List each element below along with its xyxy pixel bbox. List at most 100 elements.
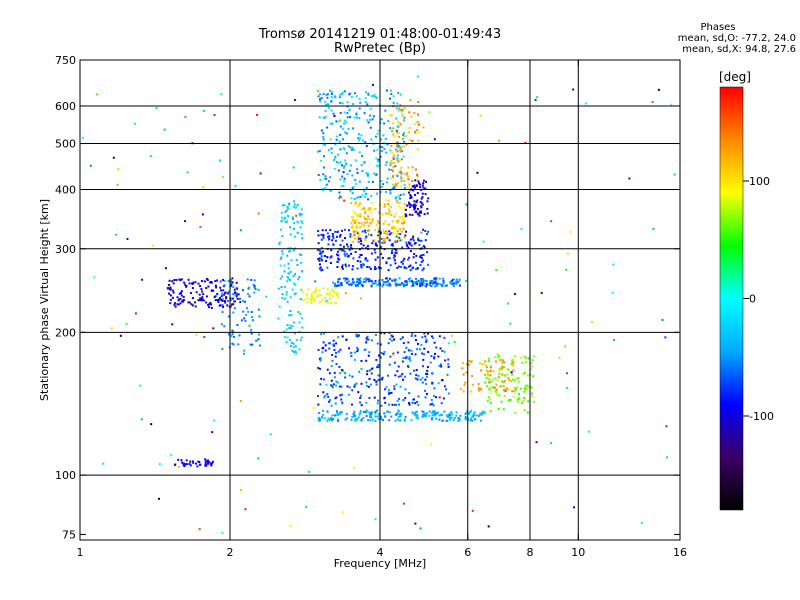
data-point <box>255 339 258 342</box>
data-point <box>368 266 371 269</box>
data-point <box>291 349 294 352</box>
data-point <box>344 372 347 375</box>
data-point <box>345 132 348 135</box>
data-point <box>319 367 322 370</box>
data-point <box>321 351 324 354</box>
data-point <box>392 231 395 234</box>
data-point <box>289 278 292 281</box>
data-point <box>289 226 292 229</box>
data-point <box>374 242 377 245</box>
data-point <box>340 229 343 232</box>
data-point <box>367 172 370 175</box>
data-point <box>401 336 404 339</box>
data-point <box>324 349 327 352</box>
data-point <box>371 418 374 421</box>
data-point <box>279 228 282 231</box>
data-point <box>141 278 144 281</box>
data-point <box>337 412 340 415</box>
data-point <box>325 183 328 186</box>
data-point <box>357 195 360 198</box>
data-point <box>202 293 205 296</box>
data-point <box>320 333 323 336</box>
data-point <box>405 214 408 217</box>
data-point <box>337 350 340 353</box>
data-point <box>376 148 379 151</box>
data-point <box>356 196 359 199</box>
data-point <box>322 235 325 238</box>
data-point <box>511 360 514 363</box>
data-point <box>208 303 211 306</box>
data-point <box>565 372 568 375</box>
data-point <box>527 400 530 403</box>
data-point <box>399 338 402 341</box>
data-point <box>210 303 213 306</box>
data-point <box>342 249 345 252</box>
data-point <box>423 413 426 416</box>
data-point <box>212 289 215 292</box>
data-point <box>326 301 329 304</box>
data-point <box>475 414 478 417</box>
data-point <box>428 111 431 114</box>
data-point <box>214 280 217 283</box>
x-tick-label: 1 <box>77 546 84 559</box>
data-point <box>325 383 328 386</box>
data-point <box>397 170 400 173</box>
data-point <box>426 366 429 369</box>
data-point <box>285 328 288 331</box>
data-point <box>314 280 317 283</box>
data-point <box>392 353 395 356</box>
data-point <box>185 284 188 287</box>
data-point <box>430 355 433 358</box>
data-point <box>209 281 212 284</box>
data-point <box>433 357 436 360</box>
data-point <box>299 214 302 217</box>
data-point <box>462 390 465 393</box>
data-point <box>498 368 501 371</box>
data-point <box>364 221 367 224</box>
data-point <box>367 225 370 228</box>
data-point <box>506 368 509 371</box>
data-point <box>420 202 423 205</box>
data-point <box>328 372 331 375</box>
data-point <box>428 410 431 413</box>
data-point <box>359 297 362 300</box>
data-point <box>397 265 400 268</box>
data-point <box>231 277 234 280</box>
data-point <box>377 364 380 367</box>
data-point <box>289 270 292 273</box>
data-point <box>421 184 424 187</box>
data-point <box>277 317 280 320</box>
data-point <box>433 277 436 280</box>
data-point <box>429 282 432 285</box>
data-point <box>540 291 543 294</box>
data-point <box>426 207 429 210</box>
data-point <box>244 508 247 511</box>
data-point <box>367 385 370 388</box>
data-point <box>389 205 392 208</box>
data-point <box>367 208 370 211</box>
data-point <box>526 388 529 391</box>
data-point <box>322 287 325 290</box>
phase-stats: Phases mean, sd,O: -77.2, 24.0 mean, sd,… <box>600 22 796 55</box>
y-tick-label: 75 <box>62 528 76 541</box>
data-point <box>414 353 417 356</box>
data-point <box>329 138 332 141</box>
data-point <box>376 220 379 223</box>
data-point <box>438 335 441 338</box>
data-point <box>509 398 512 401</box>
data-point <box>310 294 313 297</box>
data-point <box>417 238 420 241</box>
data-point <box>125 322 128 325</box>
data-point <box>509 322 512 325</box>
data-point <box>179 279 182 282</box>
data-point <box>180 290 183 293</box>
data-point <box>530 392 533 395</box>
data-point <box>343 177 346 180</box>
data-point <box>323 177 326 180</box>
data-point <box>334 230 337 233</box>
data-point <box>322 132 325 135</box>
data-point <box>365 415 368 418</box>
data-point <box>425 279 428 282</box>
data-point <box>332 339 335 342</box>
data-point <box>488 388 491 391</box>
